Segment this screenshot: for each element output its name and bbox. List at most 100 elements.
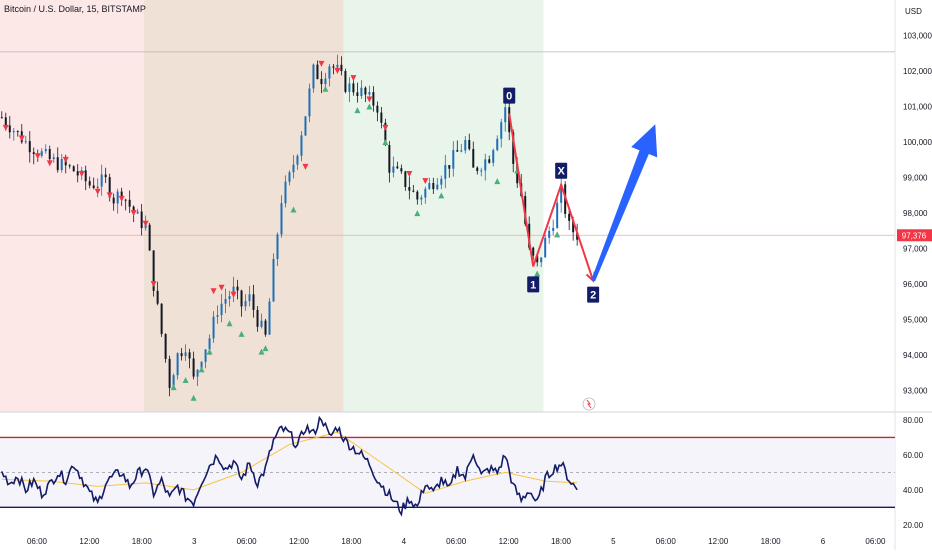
candle-body: [196, 369, 199, 377]
candle: [24, 135, 27, 145]
buy-signal-icon: [414, 210, 421, 217]
candle-body: [384, 122, 387, 146]
candle: [280, 195, 283, 238]
candle: [152, 250, 155, 297]
candle: [268, 298, 271, 335]
candle-body: [452, 150, 455, 169]
candle-body: [236, 286, 239, 291]
candle-body: [192, 358, 195, 377]
candle: [464, 136, 467, 154]
candle-body: [472, 149, 475, 168]
y-tick-label: 97,000: [903, 245, 928, 254]
currency-label: USD: [905, 7, 922, 16]
x-tick-label: 5: [611, 537, 616, 546]
candle: [192, 351, 195, 380]
candle-body: [408, 187, 411, 191]
candle: [504, 101, 507, 132]
candle: [212, 311, 215, 343]
buy-signal-icon: [182, 377, 189, 384]
candle-body: [8, 125, 11, 133]
candle: [312, 63, 315, 93]
candle: [540, 257, 543, 268]
candle-body: [560, 184, 563, 203]
candle: [92, 177, 95, 190]
candle-body: [296, 155, 299, 165]
candle: [32, 147, 35, 165]
candle: [448, 165, 451, 178]
buy-signal-icon: [494, 178, 501, 185]
candle: [400, 164, 403, 175]
candle-body: [52, 157, 55, 160]
candle: [28, 131, 31, 163]
candle: [8, 116, 11, 139]
candle-body: [256, 309, 259, 327]
sell-signal-icon: [150, 281, 157, 288]
candle-body: [152, 250, 155, 291]
candle-body: [56, 157, 59, 171]
rsi-y-tick-label: 80.00: [903, 416, 924, 425]
candle: [344, 68, 347, 94]
candle: [440, 175, 443, 190]
candle-body: [548, 230, 551, 238]
candle-body: [344, 71, 347, 92]
buy-signal-icon: [258, 348, 265, 355]
candle-body: [492, 150, 495, 163]
buy-signal-icon: [534, 270, 541, 277]
sell-signal-icon: [318, 60, 325, 67]
candle: [140, 203, 143, 236]
y-tick-label: 93,000: [903, 387, 928, 396]
y-tick-label: 95,000: [903, 316, 928, 325]
candle: [320, 71, 323, 94]
buy-signal-icon: [438, 192, 445, 199]
candle-body: [176, 353, 179, 376]
candle: [348, 77, 351, 103]
candle: [380, 106, 383, 129]
candle-body: [268, 301, 271, 335]
candle-body: [576, 232, 579, 240]
sell-signal-icon: [366, 96, 373, 103]
candle: [276, 232, 279, 267]
candle-body: [84, 170, 87, 182]
buy-signal-icon: [190, 394, 197, 401]
candle: [204, 349, 207, 369]
sell-signal-icon: [350, 75, 357, 82]
candle: [236, 279, 239, 300]
y-tick-label: 101,000: [903, 103, 932, 112]
sell-signal-icon: [230, 291, 237, 298]
candle-body: [308, 88, 311, 117]
candle: [332, 63, 335, 75]
candle-body: [260, 320, 263, 327]
candle-body: [480, 170, 483, 172]
x-tick-label: 06:00: [656, 537, 677, 546]
candle: [168, 355, 171, 397]
candle: [128, 190, 131, 213]
x-tick-label: 18:00: [761, 537, 782, 546]
candle-body: [104, 174, 107, 178]
zone-green: [343, 0, 544, 412]
candle: [436, 178, 439, 191]
candle: [48, 145, 51, 161]
candle-body: [220, 303, 223, 316]
candle: [408, 176, 411, 200]
rsi-y-tick-label: 60.00: [903, 451, 924, 460]
candle-body: [68, 165, 71, 167]
candle: [244, 294, 247, 311]
candle: [136, 208, 139, 214]
candle: [428, 177, 431, 190]
candle-body: [140, 211, 143, 229]
pattern-label-box: [503, 87, 516, 104]
candle: [416, 190, 419, 205]
candle: [492, 148, 495, 167]
candle-body: [120, 191, 123, 200]
candle-body: [164, 333, 167, 359]
candle: [164, 333, 167, 363]
buy-signal-icon: [322, 85, 329, 92]
candle: [100, 164, 103, 196]
candle-body: [208, 338, 211, 350]
candle-body: [376, 105, 379, 113]
candle-body: [432, 183, 435, 190]
candle-body: [156, 290, 159, 304]
candle: [116, 188, 119, 214]
candle-body: [248, 294, 251, 302]
